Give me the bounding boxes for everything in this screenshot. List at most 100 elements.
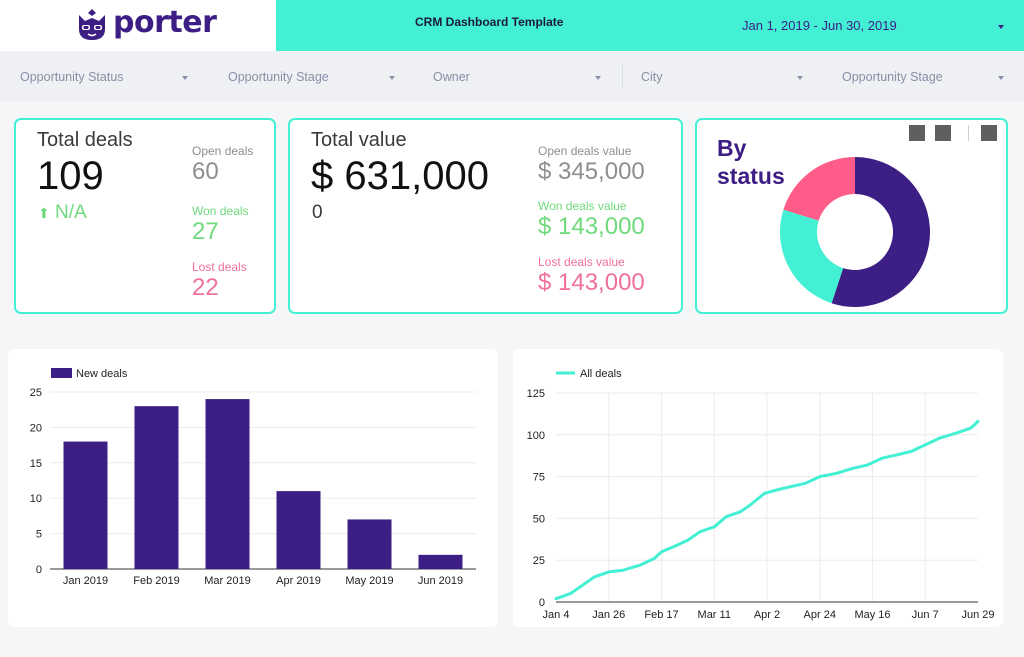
- data-point: [621, 568, 625, 572]
- legend-label: All deals: [580, 368, 622, 380]
- data-point: [866, 463, 870, 467]
- y-tick-label: 10: [30, 493, 42, 505]
- data-point: [660, 550, 663, 554]
- dropdown-caret-icon[interactable]: [797, 76, 803, 80]
- lost-value-value: $ 143,000: [538, 269, 645, 296]
- x-tick-label: Jan 26: [592, 609, 625, 621]
- kpi-title: Total deals: [37, 129, 133, 151]
- data-point: [724, 515, 728, 519]
- legend-swatch: [51, 368, 72, 378]
- dropdown-caret-icon[interactable]: [389, 76, 395, 80]
- lost-value-label: Lost deals value: [538, 255, 625, 269]
- filter-opportunity-stage[interactable]: Opportunity Stage: [200, 51, 410, 101]
- filter-owner[interactable]: Owner: [410, 51, 620, 101]
- data-point: [976, 420, 980, 423]
- x-tick-label: Feb 2019: [133, 575, 179, 587]
- bar: [205, 399, 250, 569]
- won-deals-value: 27: [192, 218, 219, 245]
- date-range-picker[interactable]: Jan 1, 2019 - Jun 30, 2019: [742, 18, 897, 33]
- y-tick-label: 0: [36, 564, 42, 576]
- won-deals-label: Won deals: [192, 204, 249, 218]
- date-range-caret-icon[interactable]: [998, 25, 1004, 29]
- data-point: [638, 563, 642, 567]
- data-point: [686, 538, 690, 542]
- data-point: [607, 570, 611, 574]
- data-point: [955, 431, 958, 435]
- x-tick-label: Jan 4: [543, 609, 570, 621]
- open-deals-value: 60: [192, 158, 219, 185]
- y-tick-label: 50: [533, 513, 545, 525]
- x-tick-label: Mar 11: [698, 609, 731, 621]
- data-point: [775, 488, 778, 492]
- data-point: [712, 525, 716, 529]
- total-value-card: Total value $ 631,000 0 Open deals value…: [288, 118, 683, 314]
- data-point: [909, 450, 913, 453]
- open-value-value: $ 345,000: [538, 158, 645, 185]
- data-point: [748, 503, 752, 507]
- dropdown-caret-icon[interactable]: [182, 76, 188, 80]
- status-donut-chart: [780, 157, 930, 307]
- header: porter CRM Dashboard Template Jan 1, 201…: [0, 0, 1024, 51]
- data-point: [789, 485, 793, 489]
- x-tick-label: Apr 2019: [276, 575, 321, 587]
- bar: [134, 406, 179, 569]
- kpi-change-value: N/A: [55, 202, 87, 223]
- bar: [276, 491, 321, 569]
- logo-text: porter: [113, 5, 217, 40]
- data-point: [554, 597, 558, 601]
- all-deals-line-chart: All deals 0 25 50 75 100 125 Jan 4 Jan 26 Feb 17 M…: [527, 368, 995, 621]
- data-point: [969, 426, 973, 430]
- data-point: [818, 475, 822, 478]
- open-deals-label: Open deals: [192, 144, 254, 158]
- data-point: [592, 575, 596, 579]
- y-tick-label: 0: [539, 597, 545, 609]
- x-tick-label: May 16: [854, 609, 890, 621]
- chart-tool-icon[interactable]: [935, 125, 951, 141]
- kpi-value: 109: [37, 154, 104, 198]
- lost-deals-value: 22: [192, 274, 219, 301]
- kpi-change: 0: [312, 202, 323, 223]
- y-tick-label: 100: [527, 430, 545, 442]
- filter-label: Owner: [433, 70, 470, 84]
- data-point: [895, 453, 898, 457]
- chart-tool-icon[interactable]: [981, 125, 997, 141]
- y-tick-label: 75: [533, 472, 545, 484]
- new-deals-panel: New deals 0 5 10 15 20 25 Jan 2019 Feb 2019 Mar 2…: [8, 349, 498, 627]
- filter-label: Opportunity Stage: [842, 70, 943, 84]
- won-value-label: Won deals value: [538, 199, 627, 213]
- filter-opportunity-stage-2[interactable]: Opportunity Stage: [823, 51, 1024, 101]
- data-point: [580, 583, 584, 587]
- dropdown-caret-icon[interactable]: [998, 76, 1004, 80]
- chart-tool-icon[interactable]: [909, 125, 925, 141]
- data-point: [880, 456, 884, 460]
- filter-label: Opportunity Status: [20, 70, 124, 84]
- y-tick-label: 15: [30, 458, 42, 470]
- data-point: [672, 545, 675, 549]
- by-status-card: By status: [695, 118, 1008, 314]
- filter-label: City: [641, 70, 663, 84]
- new-deals-bar-chart: New deals 0 5 10 15 20 25 Jan 2019 Feb 2019 Mar 2…: [30, 368, 476, 587]
- x-tick-label: May 2019: [345, 575, 393, 587]
- filter-bar: Opportunity Status Opportunity Stage Own…: [0, 51, 1024, 101]
- data-point: [568, 592, 572, 596]
- y-tick-label: 125: [527, 388, 545, 400]
- lost-deals-label: Lost deals: [192, 260, 247, 274]
- all-deals-panel: All deals 0 25 50 75 100 125 Jan 4 Jan 26 Feb 17 M…: [513, 349, 1003, 627]
- data-point: [938, 436, 942, 440]
- y-tick-label: 25: [30, 387, 42, 399]
- dropdown-caret-icon[interactable]: [595, 76, 601, 80]
- x-tick-label: Feb 17: [644, 609, 678, 621]
- donut-slice-lost: [783, 157, 855, 221]
- arrow-up-icon: ⬆: [38, 205, 50, 221]
- x-tick-label: Apr 2: [754, 609, 780, 621]
- x-tick-label: Jun 7: [912, 609, 939, 621]
- x-tick-label: Mar 2019: [204, 575, 250, 587]
- y-tick-label: 25: [533, 555, 545, 567]
- data-point: [763, 491, 767, 495]
- data-point: [803, 481, 807, 485]
- data-point: [739, 510, 743, 514]
- filter-city[interactable]: City: [623, 51, 823, 101]
- data-point: [923, 443, 927, 447]
- won-value-value: $ 143,000: [538, 213, 645, 240]
- filter-opportunity-status[interactable]: Opportunity Status: [0, 51, 200, 101]
